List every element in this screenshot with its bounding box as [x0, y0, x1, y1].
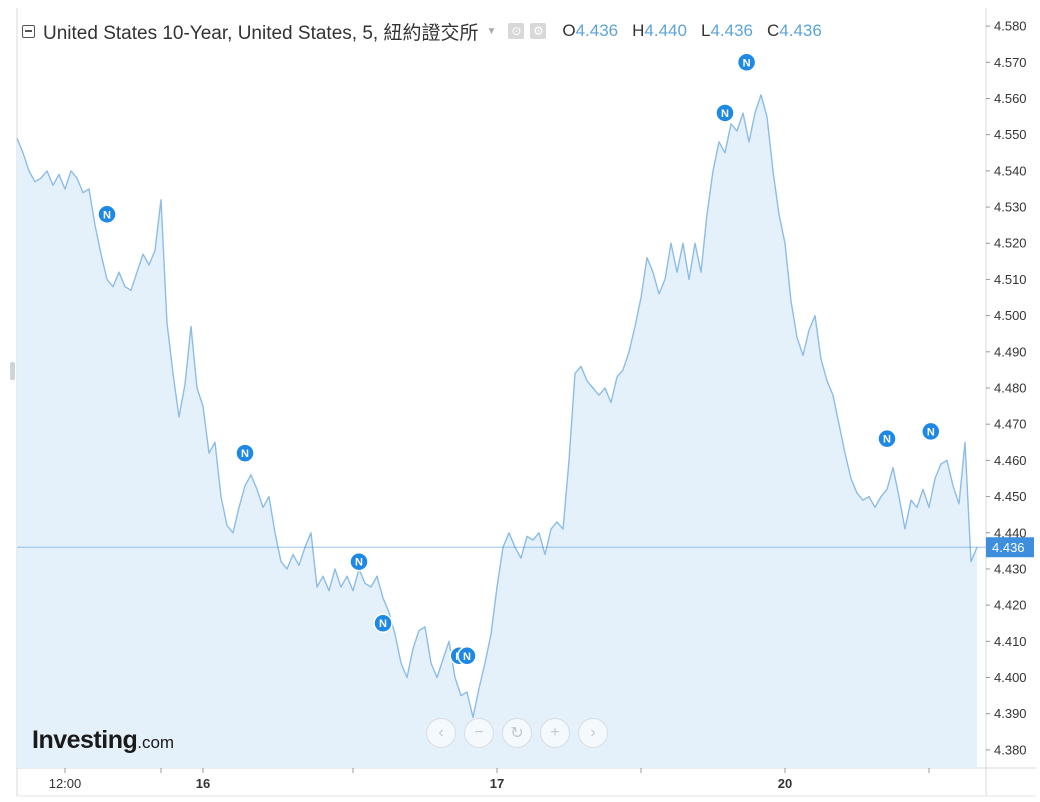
y-tick-label: 4.450 [994, 489, 1027, 504]
news-marker-circle [457, 646, 477, 666]
news-marker[interactable]: N [877, 428, 897, 449]
news-marker[interactable]: N [349, 551, 369, 572]
ohlc-close: C4.436 [766, 21, 822, 40]
news-marker-circle [921, 421, 941, 442]
logo-suffix: .com [137, 733, 175, 752]
y-tick-label: 4.560 [994, 91, 1027, 106]
chart-legend: United States 10-Year, United States, 5,… [22, 18, 822, 44]
y-tick-label: 4.440 [994, 525, 1027, 540]
y-tick-label: 4.420 [994, 598, 1027, 613]
x-tick-label: 20 [778, 776, 792, 791]
y-tick-label: 4.540 [994, 163, 1027, 178]
news-marker-label: N [241, 448, 249, 460]
news-marker[interactable]: N [921, 421, 941, 442]
y-tick-label: 4.410 [994, 634, 1027, 649]
y-tick-label: 4.390 [994, 706, 1027, 721]
zoom-out-button[interactable]: − [464, 718, 494, 748]
symbol-title[interactable]: United States 10-Year, United States, 5,… [43, 22, 479, 44]
ohlc-values: O4.436 H4.440 L4.436 C4.436 [562, 21, 821, 41]
y-tick-label: 4.520 [994, 236, 1027, 251]
news-marker-circle [736, 52, 757, 73]
news-marker-circle [349, 551, 369, 572]
triangle-down-icon[interactable]: ▼ [486, 25, 497, 37]
last-price-label: 4.436 [992, 540, 1025, 555]
ohlc-open: O4.436 [562, 21, 619, 40]
series-line [16, 94, 978, 718]
y-tick-label: 4.480 [994, 381, 1027, 396]
ohlc-low: L4.436 [700, 21, 753, 40]
news-marker-circle [877, 428, 897, 449]
news-marker[interactable]: N [97, 204, 117, 225]
reset-button[interactable]: ↻ [502, 718, 532, 748]
news-marker[interactable]: N [736, 52, 757, 73]
news-marker-label: N [103, 209, 111, 221]
indicator-settings-icon[interactable]: ⊙ [508, 23, 525, 39]
news-marker[interactable]: N [457, 646, 477, 666]
zoom-in-button[interactable]: + [540, 718, 570, 748]
y-tick-label: 4.580 [994, 19, 1027, 34]
y-tick-label: 4.400 [994, 670, 1027, 685]
y-tick-label: 4.470 [994, 417, 1027, 432]
pane-resize-handle[interactable] [10, 362, 15, 380]
last-price-badge [986, 537, 1034, 558]
news-marker-circle [97, 204, 117, 225]
y-tick-label: 4.490 [994, 344, 1027, 359]
x-tick-label: 17 [490, 776, 504, 791]
y-tick-label: 4.550 [994, 127, 1027, 142]
y-tick-label: 4.380 [994, 742, 1027, 757]
news-marker-circle [715, 103, 735, 123]
chart-navigation: ‹ − ↻ + › [426, 718, 608, 748]
news-marker-circle [235, 443, 255, 463]
news-marker-label: N [721, 108, 729, 120]
news-marker-label: N [883, 434, 891, 446]
news-marker-label: N [463, 651, 471, 663]
scroll-right-button[interactable]: › [578, 718, 608, 748]
scroll-left-button[interactable]: ‹ [426, 718, 456, 748]
news-marker-label: N [379, 618, 387, 630]
y-tick-label: 4.530 [994, 200, 1027, 215]
news-marker[interactable]: N [715, 103, 735, 123]
x-tick-label: 16 [196, 776, 210, 791]
y-tick-label: 4.430 [994, 561, 1027, 576]
news-marker[interactable]: N [235, 443, 255, 463]
gear-icon[interactable]: ⚙ [530, 23, 547, 39]
investing-logo: Investing.com [32, 726, 174, 755]
x-tick-label: 12:00 [49, 776, 82, 791]
news-marker-circle [373, 613, 393, 633]
news-marker[interactable]: N [373, 613, 393, 633]
y-tick-label: 4.460 [994, 453, 1027, 468]
y-tick-label: 4.570 [994, 55, 1027, 70]
collapse-legend-icon[interactable] [22, 24, 35, 38]
news-marker-label: N [927, 426, 935, 438]
series-area [17, 94, 977, 768]
y-tick-label: 4.510 [994, 272, 1027, 287]
news-marker-label: N [355, 557, 363, 569]
news-marker-label: N [743, 57, 751, 69]
y-tick-label: 4.500 [994, 308, 1027, 323]
logo-wordmark: Investing [32, 726, 138, 754]
ohlc-high: H4.440 [632, 21, 687, 40]
